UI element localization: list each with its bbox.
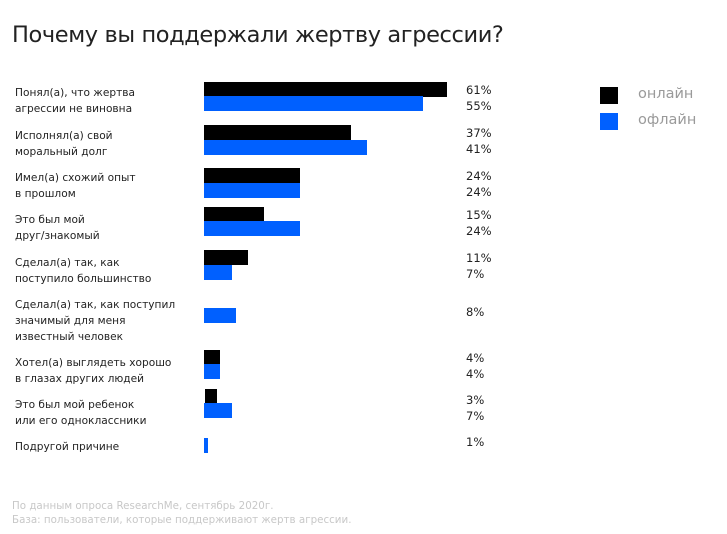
category-label: Имел(а) схожий опыт в прошлом	[15, 172, 136, 200]
value-label-offline: 1%	[466, 435, 485, 449]
category-label: Понял(а), что жертва агрессии не виновна	[15, 87, 135, 115]
bar-online	[204, 125, 352, 140]
value-label-online: 11%	[466, 251, 492, 265]
value-label-offline: 7%	[466, 267, 485, 281]
bar-online	[204, 350, 220, 365]
value-label-online: 61%	[466, 83, 492, 97]
legend-swatch-offline	[600, 113, 618, 130]
category-label: Сделал(а) так, как поступило большинство	[15, 257, 152, 285]
bar-offline	[204, 364, 220, 379]
bar-offline	[204, 96, 423, 111]
value-label-offline: 4%	[466, 367, 485, 381]
footnote-base: База: пользователи, которые поддерживают…	[12, 514, 352, 526]
chart-title: Почему вы поддержали жертву агрессии?	[12, 22, 504, 48]
bar-offline	[204, 183, 300, 198]
value-label-offline: 7%	[466, 409, 485, 423]
bar-offline	[204, 221, 300, 236]
value-label-online: 4%	[466, 351, 485, 365]
bar-online	[204, 207, 264, 222]
value-label-offline: 41%	[466, 142, 492, 156]
bar-online	[204, 250, 248, 265]
legend-label-online: онлайн	[638, 86, 694, 102]
bar-offline	[204, 140, 368, 155]
category-label: Исполнял(а) свой моральный долг	[15, 130, 113, 158]
footnote-source: По данным опроса ResearchMe, сентябрь 20…	[12, 500, 274, 512]
value-label-offline: 24%	[466, 224, 492, 238]
value-label-online: 15%	[466, 208, 492, 222]
value-label-offline: 55%	[466, 99, 492, 113]
category-label: Хотел(а) выглядеть хорошо в глазах други…	[15, 357, 172, 385]
category-label: Это был мой друг/знакомый	[15, 214, 100, 242]
bar-offline	[204, 265, 232, 280]
bar-online	[204, 168, 300, 183]
value-label-offline: 24%	[466, 185, 492, 199]
bar-online	[204, 82, 447, 97]
bar-offline	[204, 438, 208, 453]
legend-label-offline: офлайн	[638, 112, 697, 128]
value-label-online: 24%	[466, 169, 492, 183]
value-label-offline: 8%	[466, 305, 485, 319]
category-label: Подругой причине	[15, 441, 120, 453]
bar-online	[205, 389, 217, 404]
category-label: Сделал(а) так, как поступил значимый для…	[15, 299, 176, 343]
value-label-online: 37%	[466, 126, 492, 140]
category-label: Это был мой ребенок или его одноклассник…	[15, 399, 147, 427]
bar-offline	[204, 308, 236, 323]
bar-offline	[204, 403, 232, 418]
value-label-online: 3%	[466, 393, 485, 407]
legend-swatch-online	[600, 87, 618, 104]
